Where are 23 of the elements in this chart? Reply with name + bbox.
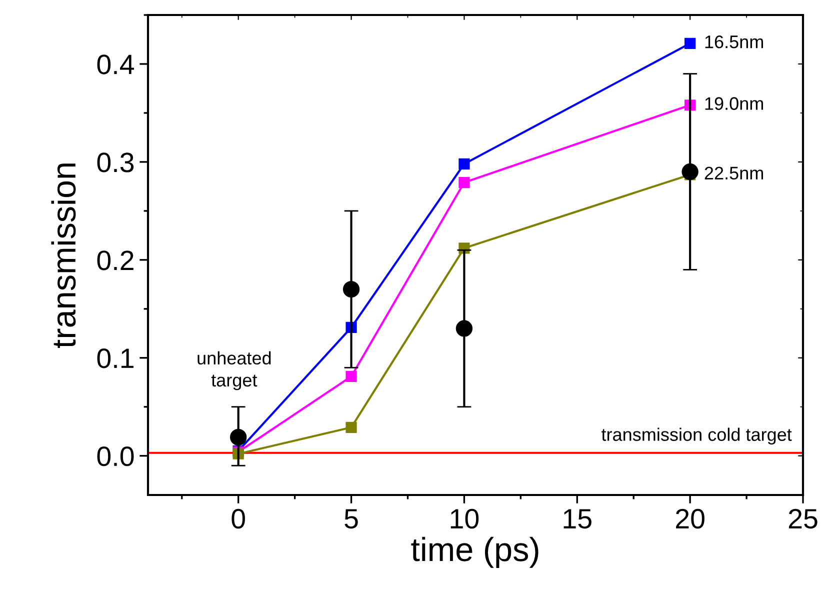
x-axis-title: time (ps) bbox=[411, 536, 538, 568]
x-tick-label: 5 bbox=[344, 509, 358, 529]
series-label: 22.5nm bbox=[704, 166, 763, 180]
series-label: 16.5nm bbox=[705, 35, 763, 48]
y-tick-label: 0.2 bbox=[97, 250, 134, 270]
point bbox=[346, 422, 357, 433]
x-tick-label: 15 bbox=[564, 509, 592, 529]
x-tick-label: 10 bbox=[450, 508, 479, 529]
y-tick-label: 0.3 bbox=[97, 152, 134, 172]
point bbox=[458, 158, 470, 170]
y-tick-label: 0.4 bbox=[97, 54, 134, 74]
x-tick-label: 25 bbox=[788, 508, 818, 529]
series-label: 19.0nm bbox=[705, 97, 763, 110]
ref-line-label: transmission cold target bbox=[602, 428, 792, 445]
point bbox=[346, 370, 357, 382]
point bbox=[458, 176, 470, 188]
y-tick-label: 0.0 bbox=[97, 446, 134, 466]
x-tick-label: 20 bbox=[676, 508, 704, 529]
point bbox=[684, 38, 696, 49]
y-tick-label: 0.1 bbox=[97, 348, 134, 368]
y-axis-title: transmission bbox=[51, 164, 76, 348]
annotation: unheated target bbox=[198, 351, 271, 390]
x-tick-label: 0 bbox=[232, 508, 245, 529]
